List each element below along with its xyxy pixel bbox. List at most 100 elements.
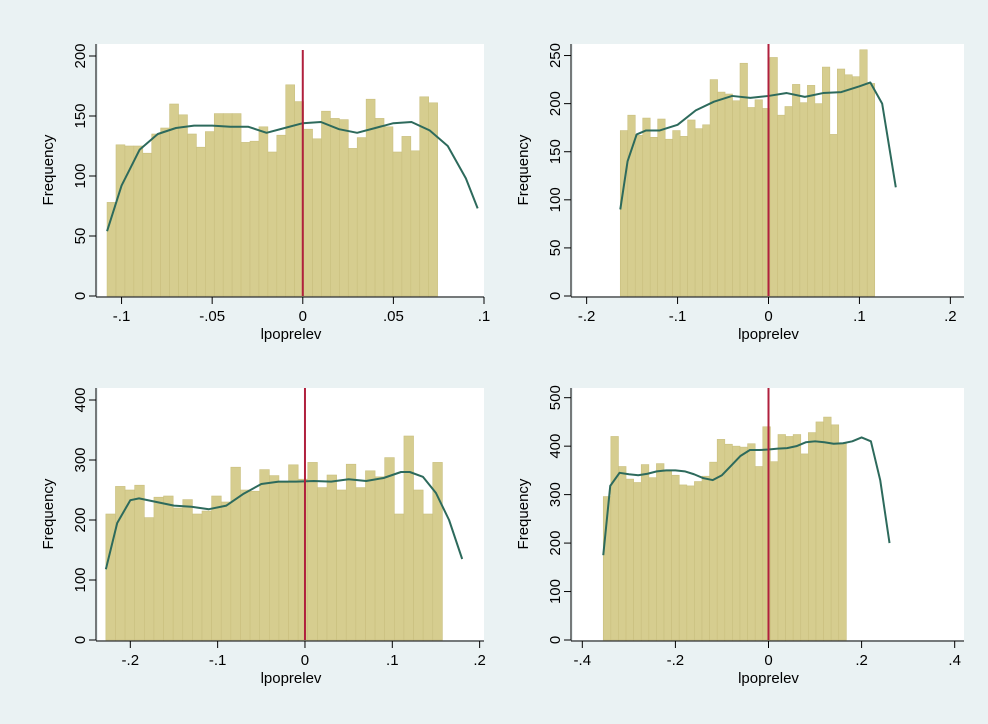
histogram-bar	[664, 138, 673, 297]
density-curve	[619, 81, 897, 210]
histogram-bar	[717, 91, 726, 297]
y-tick-label: 150	[72, 103, 89, 128]
histogram-bar	[777, 434, 786, 641]
histogram-bar	[672, 130, 681, 297]
histogram-bar	[785, 436, 794, 641]
histogram-bar	[142, 152, 153, 297]
histogram-bar	[258, 126, 269, 297]
histogram-bar	[297, 478, 309, 641]
histogram-bar	[269, 475, 280, 641]
histogram-bar	[336, 489, 347, 641]
histogram-bar	[160, 127, 170, 297]
histogram-bar	[701, 475, 710, 641]
histogram-bar	[410, 150, 421, 297]
histogram-bar	[249, 490, 261, 641]
histogram-bar	[163, 495, 174, 641]
histogram-bar	[799, 102, 808, 297]
histogram-bar	[792, 84, 801, 297]
histogram-bar	[694, 128, 703, 297]
histogram-bar	[732, 100, 741, 297]
y-tick-label: 250	[547, 43, 564, 68]
histogram-bar	[619, 130, 629, 297]
histogram-bar	[196, 146, 206, 297]
histogram-bar	[178, 114, 188, 297]
panel-top-right: 0 50 100 150 200 250 -.2 -.1 0 .1 .2 Frequency lp…	[515, 43, 964, 343]
y-tick-label: 200	[547, 91, 564, 116]
histogram-bar	[649, 137, 658, 297]
x-tick-label: .2	[855, 652, 868, 669]
histogram-bar	[428, 102, 438, 297]
x-tick-label: .4	[948, 652, 961, 669]
histogram-bar	[663, 471, 672, 641]
histogram-bar	[187, 133, 197, 297]
histogram-bar	[259, 469, 270, 641]
y-tick-label: 100	[72, 163, 89, 188]
histogram-bar	[625, 478, 634, 641]
histogram-bar	[182, 499, 193, 641]
histogram-bar	[356, 137, 367, 297]
x-tick-label: .2	[473, 652, 486, 669]
x-tick-label: 0	[299, 308, 307, 325]
histogram-bar	[634, 135, 644, 297]
histogram-bar	[823, 416, 832, 641]
y-tick-label: 100	[547, 187, 564, 212]
histogram-bar	[822, 66, 831, 297]
histogram-bar	[837, 68, 846, 297]
histogram-bar	[633, 482, 642, 641]
histogram-bar	[702, 124, 711, 297]
x-tick-label: -.1	[669, 308, 687, 325]
y-tick-label: 400	[547, 434, 564, 459]
histogram-bar	[687, 119, 696, 297]
x-tick-label: 0	[301, 652, 309, 669]
histogram-bar	[732, 445, 741, 641]
histogram-bar	[679, 136, 688, 297]
histogram-bar	[213, 113, 224, 297]
histogram-bar	[394, 513, 405, 641]
histogram-bar	[851, 76, 861, 297]
histogram-bar	[169, 103, 179, 297]
x-tick-label: -.2	[122, 652, 140, 669]
y-tick-label: 500	[547, 385, 564, 410]
y-tick-label: 50	[547, 240, 564, 257]
x-tick-label: .1	[853, 308, 866, 325]
histogram-bar	[144, 517, 155, 641]
y-tick-label: 0	[72, 636, 89, 644]
histogram-bar	[777, 114, 786, 297]
histogram-bar	[134, 484, 145, 641]
histogram-bar	[172, 507, 184, 641]
x-tick-label: .05	[383, 308, 404, 325]
histogram-bar	[220, 501, 232, 641]
density-curve	[602, 436, 891, 556]
histogram-bar	[770, 461, 779, 641]
histogram-bar	[240, 489, 251, 641]
histogram-bar	[222, 113, 233, 297]
y-tick-label: 200	[547, 531, 564, 556]
histogram-bar	[231, 113, 242, 297]
histogram-bar	[657, 118, 666, 297]
histogram-bar	[312, 138, 322, 297]
y-tick-label: 50	[72, 228, 89, 245]
histogram-bar	[115, 486, 126, 641]
y-tick-label: 300	[547, 482, 564, 507]
histogram-bar	[355, 487, 366, 641]
histogram-bar	[267, 151, 278, 297]
x-tick-label: -.1	[113, 308, 131, 325]
x-axis-label: lpoprelev	[261, 326, 322, 343]
histogram-bar	[686, 485, 695, 641]
y-tick-label: 100	[547, 579, 564, 604]
histogram-bar	[769, 57, 778, 297]
histogram-bar	[866, 83, 876, 297]
histogram-bar	[192, 513, 203, 641]
y-tick-label: 0	[547, 292, 564, 300]
histogram-bar	[317, 487, 328, 641]
x-tick-label: .1	[478, 308, 491, 325]
histogram-bar	[276, 134, 287, 297]
histogram-bar	[678, 484, 688, 641]
histogram-bar	[403, 435, 414, 641]
y-axis-label: Frequency	[40, 134, 57, 205]
histogram-bar	[124, 489, 136, 641]
y-tick-label: 150	[547, 139, 564, 164]
density-curve	[106, 121, 479, 232]
histogram-bar	[709, 79, 718, 297]
